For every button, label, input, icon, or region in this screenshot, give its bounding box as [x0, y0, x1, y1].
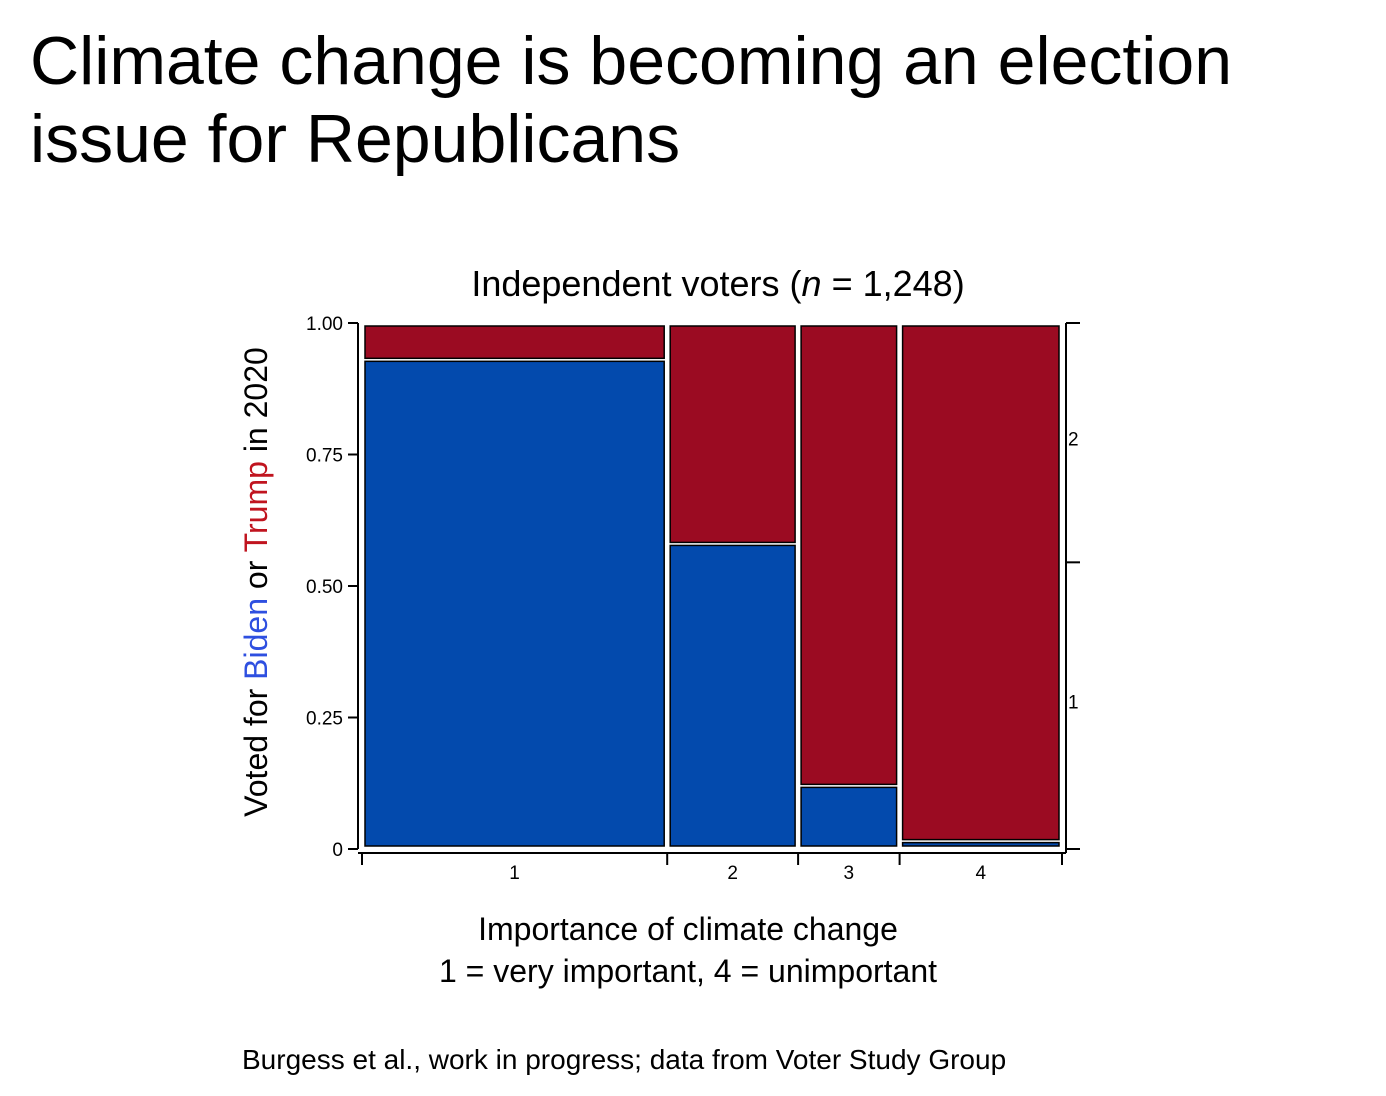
slide-title-line-2: issue for Republicans [30, 101, 681, 177]
tile-trump-2 [669, 325, 796, 544]
y-tick-label-1: 0.25 [306, 709, 343, 730]
y-tick-label-0: 0 [332, 840, 343, 861]
y-tick-label-4: 1.00 [306, 314, 343, 335]
x-axis-label-line-1: Importance of climate change [478, 911, 898, 947]
slide-title-line-1: Climate change is becoming an election [30, 23, 1233, 99]
y-tick-label-3: 0.75 [306, 446, 343, 467]
x-axis-label-line-2: 1 = very important, 4 = unimportant [438, 953, 938, 989]
x-tick-label-1: 1 [509, 863, 520, 884]
chart-title-prefix: Independent voters ( [471, 263, 802, 304]
x-axis-label: Importance of climate change 1 = very im… [388, 908, 988, 992]
x-tick-label-4: 4 [976, 863, 987, 884]
tile-trump-4 [901, 325, 1060, 841]
x-tick-label-3: 3 [844, 863, 855, 884]
tile-biden-3 [800, 786, 898, 847]
chart-title-suffix: = 1,248) [821, 263, 965, 304]
tile-biden-4 [901, 841, 1060, 847]
slide-title: Climate change is becoming an election i… [30, 22, 1360, 178]
tile-trump-3 [800, 325, 898, 786]
tile-biden-2 [669, 544, 796, 847]
right-axis-label-2: 2 [1068, 430, 1079, 451]
chart-title-n: n [801, 263, 822, 304]
tile-trump-1 [364, 325, 665, 360]
x-tick-label-2: 2 [727, 863, 738, 884]
y-tick-label-2: 0.50 [306, 577, 343, 598]
source-citation: Burgess et al., work in progress; data f… [242, 1044, 1007, 1075]
chart-title: Independent voters (n = 1,248) [360, 262, 1076, 306]
tile-biden-1 [364, 360, 665, 847]
right-axis-label-1: 1 [1068, 693, 1079, 714]
